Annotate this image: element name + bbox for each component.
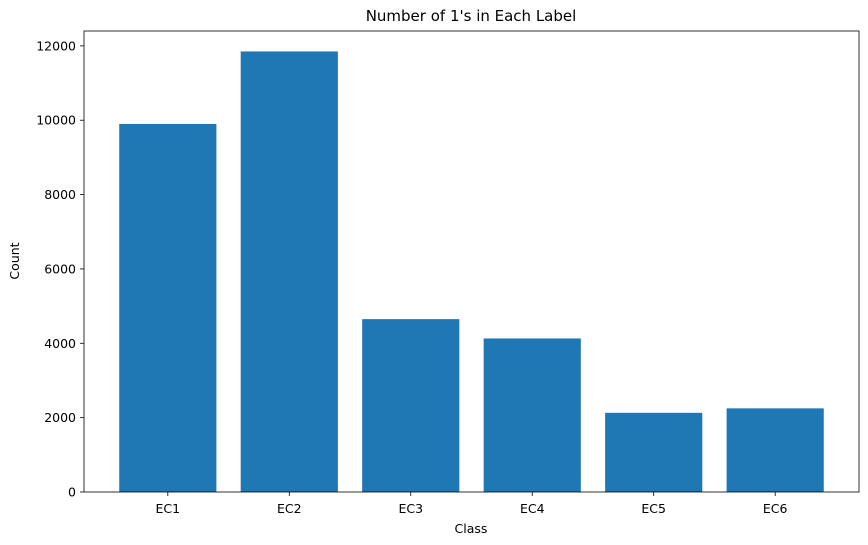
bar-ec5 bbox=[605, 412, 703, 492]
x-tick-label: EC4 bbox=[520, 501, 545, 516]
y-axis-label: Count bbox=[7, 242, 22, 279]
chart-title: Number of 1's in Each Label bbox=[366, 7, 577, 25]
x-tick-label: EC6 bbox=[763, 501, 788, 516]
x-axis-ticks: EC1 EC2 EC3 EC4 EC5 EC6 bbox=[156, 492, 788, 516]
bar-ec1 bbox=[119, 123, 217, 493]
x-tick-label: EC3 bbox=[398, 501, 423, 516]
plot-area-frame bbox=[83, 30, 860, 493]
bar-ec6 bbox=[726, 408, 824, 492]
bar-ec2 bbox=[240, 51, 338, 493]
y-tick-label: 12000 bbox=[36, 38, 76, 53]
y-tick-label: 0 bbox=[68, 485, 76, 500]
y-tick-label: 2000 bbox=[44, 410, 76, 425]
y-tick-label: 6000 bbox=[44, 261, 76, 276]
y-tick-label: 4000 bbox=[44, 336, 76, 351]
bar-ec4 bbox=[483, 338, 581, 492]
bars-group bbox=[119, 51, 824, 493]
x-axis-label: Class bbox=[455, 521, 488, 536]
bar-ec3 bbox=[362, 319, 460, 492]
x-tick-label: EC2 bbox=[277, 501, 302, 516]
y-tick-label: 10000 bbox=[36, 113, 76, 128]
x-tick-label: EC1 bbox=[156, 501, 181, 516]
y-axis-ticks: 0 2000 4000 6000 8000 10000 12000 bbox=[36, 38, 84, 500]
x-tick-label: EC5 bbox=[641, 501, 666, 516]
y-tick-label: 8000 bbox=[44, 187, 76, 202]
